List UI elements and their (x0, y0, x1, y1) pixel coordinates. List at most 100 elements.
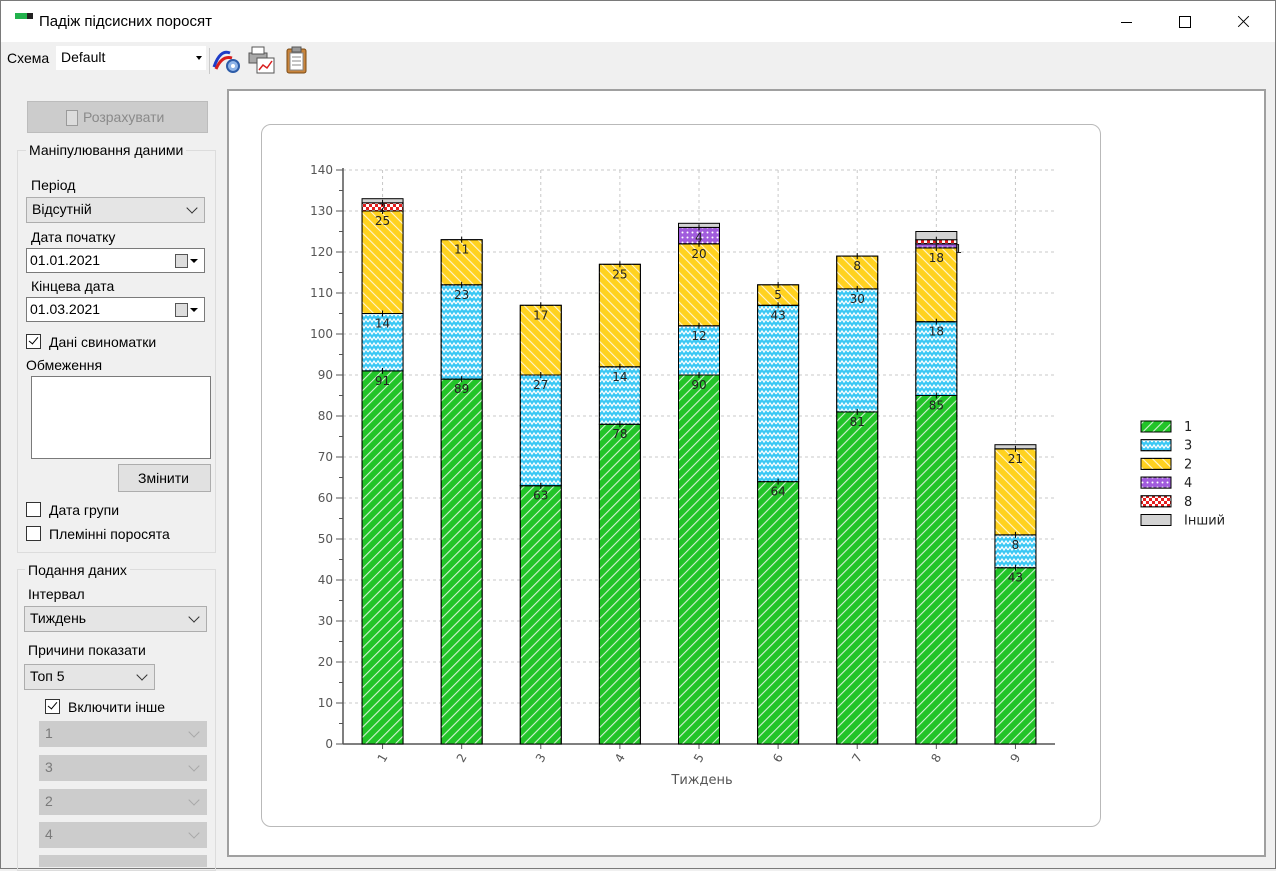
window-title: Падіж підсисних поросят (39, 13, 212, 30)
group-date-label: Дата групи (49, 502, 120, 518)
data-label: 18 (929, 325, 944, 339)
y-tick-label: 80 (318, 409, 333, 423)
calculate-label: Розрахувати (83, 109, 165, 125)
data-label: 11 (454, 243, 469, 257)
change-label: Змінити (138, 470, 189, 486)
calendar-icon[interactable] (175, 303, 188, 317)
sow-data-label: Дані свиноматки (49, 334, 157, 350)
calculate-button[interactable]: Розрахувати (27, 101, 208, 133)
reason-select-value: 1 (45, 725, 53, 741)
chart-settings-icon[interactable] (212, 45, 242, 75)
y-tick-label: 40 (318, 573, 333, 587)
x-tick-label: 3 (533, 751, 549, 765)
data-label: 12 (691, 329, 706, 343)
scheme-select[interactable]: Default (56, 46, 206, 70)
y-tick-label: 70 (318, 450, 333, 464)
x-tick-label: 6 (770, 751, 786, 765)
dropdown-arrow-icon (196, 56, 202, 60)
data-label: 90 (691, 378, 706, 392)
title-bar: Падіж підсисних поросят (1, 1, 1275, 42)
y-tick-label: 100 (310, 327, 333, 341)
end-date-picker[interactable]: 01.03.2021 (26, 297, 205, 322)
reason-select-value: 2 (45, 793, 53, 809)
y-tick-label: 110 (310, 286, 333, 300)
chart-data-labels: 9114252892311632717781425901220464435813… (375, 199, 1023, 585)
interval-select[interactable]: Тиждень (24, 606, 207, 632)
clipboard-icon[interactable] (282, 45, 312, 75)
legend-swatch-pattern (1140, 439, 1172, 452)
reasons-value: Топ 5 (30, 668, 65, 684)
data-label: 25 (375, 214, 390, 228)
data-label: 14 (375, 317, 390, 331)
data-label: 91 (375, 374, 390, 388)
dropdown-arrow-icon (190, 308, 198, 312)
x-tick-label: 5 (691, 751, 707, 765)
y-tick-label: 10 (318, 696, 333, 710)
end-date-label: Кінцева дата (31, 278, 115, 294)
data-label: 43 (770, 308, 785, 322)
period-value: Відсутній (32, 201, 92, 217)
y-tick-label: 20 (318, 655, 333, 669)
data-label: 21 (1008, 452, 1023, 466)
bar-segment-pattern (440, 378, 483, 745)
bar-segment-pattern (361, 370, 404, 745)
x-tick-label: 2 (454, 751, 470, 765)
data-label: 85 (929, 399, 944, 413)
bar-segment-pattern (678, 243, 720, 327)
data-label: 81 (850, 415, 865, 429)
data-label: 64 (770, 485, 785, 499)
bar-segment-pattern (915, 395, 958, 745)
reason-select-2[interactable]: 3 (39, 755, 207, 781)
reason-select-1[interactable]: 1 (39, 721, 207, 747)
x-axis-title: Тиждень (670, 773, 732, 788)
data-label: 1 (933, 238, 941, 252)
start-date-label: Дата початку (31, 229, 116, 245)
dropdown-arrow-icon (190, 259, 198, 263)
reason-select-4[interactable]: 4 (39, 822, 207, 848)
include-other-label: Включити інше (68, 699, 166, 715)
legend-swatch-pattern (1140, 457, 1172, 470)
data-label: 63 (533, 489, 548, 503)
data-label: 8 (853, 259, 861, 273)
start-date-picker[interactable]: 01.01.2021 (26, 248, 205, 273)
minimize-icon (1121, 22, 1132, 23)
change-button[interactable]: Змінити (118, 464, 211, 492)
scheme-label: Схема (7, 50, 50, 66)
reasons-label: Причини показати (28, 642, 146, 658)
reason-select-3[interactable]: 2 (39, 789, 207, 815)
toolbar-separator (209, 48, 210, 74)
bar-segment-pattern (598, 366, 641, 425)
period-select[interactable]: Відсутній (26, 197, 205, 223)
print-preview-icon[interactable] (246, 45, 276, 75)
bar-segment-pattern (836, 411, 879, 745)
legend-swatch-pattern (1140, 495, 1172, 508)
bar-segment-pattern (836, 288, 879, 413)
reason-select-5[interactable] (39, 855, 207, 867)
maximize-icon (1179, 16, 1191, 28)
scheme-value: Default (61, 49, 106, 65)
data-label: 78 (612, 427, 627, 441)
y-tick-label: 90 (318, 368, 333, 382)
y-tick-label: 120 (310, 245, 333, 259)
minimize-button[interactable] (1098, 1, 1156, 42)
limits-textbox[interactable] (31, 376, 211, 459)
reasons-select[interactable]: Топ 5 (24, 664, 155, 690)
calculator-icon (66, 110, 78, 126)
x-tick-label: 8 (928, 751, 944, 765)
data-label: 27 (533, 378, 548, 392)
app-icon (15, 13, 33, 19)
calendar-icon[interactable] (175, 254, 188, 268)
sow-data-checkbox[interactable] (26, 334, 41, 349)
data-label: 18 (929, 251, 944, 265)
y-tick-label: 140 (310, 163, 333, 177)
maximize-button[interactable] (1156, 1, 1214, 42)
breeding-piglets-checkbox[interactable] (26, 526, 41, 541)
data-label: 30 (850, 292, 865, 306)
y-tick-label: 60 (318, 491, 333, 505)
data-label: 89 (454, 382, 469, 396)
include-other-checkbox[interactable] (45, 699, 60, 714)
data-view-title: Подання даних (25, 562, 130, 578)
legend-label: 8 (1184, 495, 1192, 510)
group-date-checkbox[interactable] (26, 502, 41, 517)
